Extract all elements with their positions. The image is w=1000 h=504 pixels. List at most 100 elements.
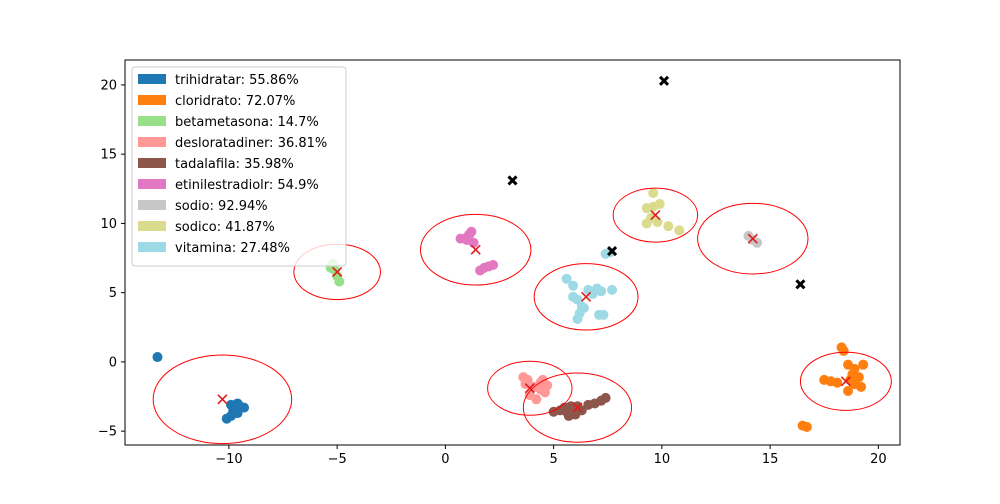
series-7 bbox=[641, 187, 685, 236]
outlier-marker bbox=[607, 246, 618, 257]
data-point bbox=[221, 413, 232, 424]
centroid-marker bbox=[524, 383, 535, 394]
legend-item: betametasona: 14.7% bbox=[138, 115, 319, 130]
legend: trihidratar: 55.86% cloridrato: 72.07% bet… bbox=[131, 66, 347, 267]
legend-label: etinilestradiolr: 54.9% bbox=[175, 178, 319, 193]
legend-label: cloridrato: 72.07% bbox=[175, 94, 295, 109]
x-axis: −10 −5 0 5 10 15 20 bbox=[215, 445, 887, 467]
series-5 bbox=[455, 226, 499, 276]
y-tick-label: 10 bbox=[100, 217, 117, 232]
data-point bbox=[334, 276, 345, 287]
y-tick-label: 15 bbox=[100, 148, 117, 163]
data-point bbox=[652, 217, 663, 228]
cluster-boundary-circle bbox=[487, 360, 573, 416]
legend-item: sodio: 92.94% bbox=[138, 199, 268, 214]
data-point bbox=[832, 377, 843, 388]
x-tick-label: 5 bbox=[549, 452, 557, 467]
data-point bbox=[488, 259, 499, 270]
cluster-boundary-circle bbox=[697, 202, 809, 275]
data-point bbox=[462, 232, 473, 243]
cluster-boundary-circle bbox=[799, 351, 892, 411]
series-3 bbox=[518, 372, 553, 405]
legend-label: vitamina: 27.48% bbox=[175, 241, 290, 256]
legend-swatch bbox=[138, 221, 166, 231]
data-point bbox=[598, 309, 609, 320]
legend-label: sodio: 92.94% bbox=[175, 199, 268, 214]
legend-swatch bbox=[138, 137, 166, 147]
legend-item: etinilestradiolr: 54.9% bbox=[138, 178, 319, 193]
legend-box bbox=[131, 66, 347, 267]
outlier-marker bbox=[507, 175, 518, 186]
data-point bbox=[531, 394, 542, 405]
legend-swatch bbox=[138, 74, 166, 84]
data-point bbox=[663, 221, 674, 232]
centroid-marker bbox=[470, 244, 481, 255]
data-point bbox=[654, 199, 665, 210]
y-tick-label: 5 bbox=[109, 286, 117, 301]
data-point bbox=[539, 387, 550, 398]
data-point bbox=[674, 225, 685, 236]
x-tick-label: 10 bbox=[654, 452, 671, 467]
data-point bbox=[600, 392, 611, 403]
outlier-marker bbox=[658, 75, 670, 86]
data-point bbox=[570, 409, 581, 420]
centroid-marker bbox=[581, 291, 592, 302]
data-point bbox=[856, 381, 867, 392]
legend-item: cloridrato: 72.07% bbox=[138, 94, 295, 109]
centroid-marker bbox=[840, 376, 851, 387]
x-tick-label: −5 bbox=[328, 452, 347, 467]
legend-label: desloratadiner: 36.81% bbox=[175, 136, 327, 151]
y-tick-label: 0 bbox=[109, 355, 117, 370]
y-tick-label: 20 bbox=[100, 78, 117, 93]
x-tick-label: 20 bbox=[870, 452, 887, 467]
plot-area bbox=[152, 75, 892, 445]
cluster-boundary-circle bbox=[419, 213, 532, 286]
legend-label: tadalafila: 35.98% bbox=[175, 157, 294, 172]
legend-label: sodico: 41.87% bbox=[175, 220, 275, 235]
legend-label: betametasona: 14.7% bbox=[175, 115, 319, 130]
centroid-marker bbox=[217, 394, 228, 405]
y-tick-label: −5 bbox=[98, 425, 117, 440]
series-4 bbox=[548, 392, 611, 421]
data-point bbox=[561, 273, 572, 284]
x-tick-label: −10 bbox=[215, 452, 242, 467]
legend-item: trihidratar: 55.86% bbox=[138, 73, 299, 88]
centroid-marker bbox=[332, 266, 343, 277]
data-point bbox=[648, 187, 659, 198]
legend-swatch bbox=[138, 200, 166, 210]
cluster-boundary-circle bbox=[612, 187, 699, 243]
data-point bbox=[234, 401, 245, 412]
legend-swatch bbox=[138, 158, 166, 168]
axes-frame bbox=[124, 59, 901, 446]
series-0 bbox=[152, 352, 250, 424]
y-axis: −5 0 5 10 15 20 bbox=[98, 78, 125, 440]
legend-swatch bbox=[138, 179, 166, 189]
data-point bbox=[578, 302, 589, 313]
legend-swatch bbox=[138, 242, 166, 252]
data-point bbox=[572, 313, 583, 324]
series-8 bbox=[561, 247, 618, 324]
data-point bbox=[152, 352, 163, 363]
outlier-marker bbox=[795, 279, 806, 290]
data-point bbox=[641, 203, 652, 214]
centroid-marker bbox=[747, 233, 758, 244]
legend-item: sodico: 41.87% bbox=[138, 220, 275, 235]
cluster-boundary-circle bbox=[533, 263, 639, 331]
data-point bbox=[596, 286, 607, 297]
series-1 bbox=[797, 342, 869, 432]
data-point bbox=[838, 345, 849, 356]
data-point bbox=[849, 373, 860, 384]
data-point bbox=[858, 359, 869, 370]
legend-item: vitamina: 27.48% bbox=[138, 241, 290, 256]
cluster-boundary-circle bbox=[522, 372, 633, 443]
x-tick-label: 0 bbox=[441, 452, 449, 467]
legend-item: tadalafila: 35.98% bbox=[138, 157, 294, 172]
centroid-marker bbox=[650, 210, 661, 221]
cluster-boundary-circle bbox=[152, 354, 293, 445]
x-tick-label: 15 bbox=[762, 452, 779, 467]
data-point bbox=[468, 237, 479, 248]
data-point bbox=[568, 280, 579, 291]
legend-swatch bbox=[138, 116, 166, 126]
